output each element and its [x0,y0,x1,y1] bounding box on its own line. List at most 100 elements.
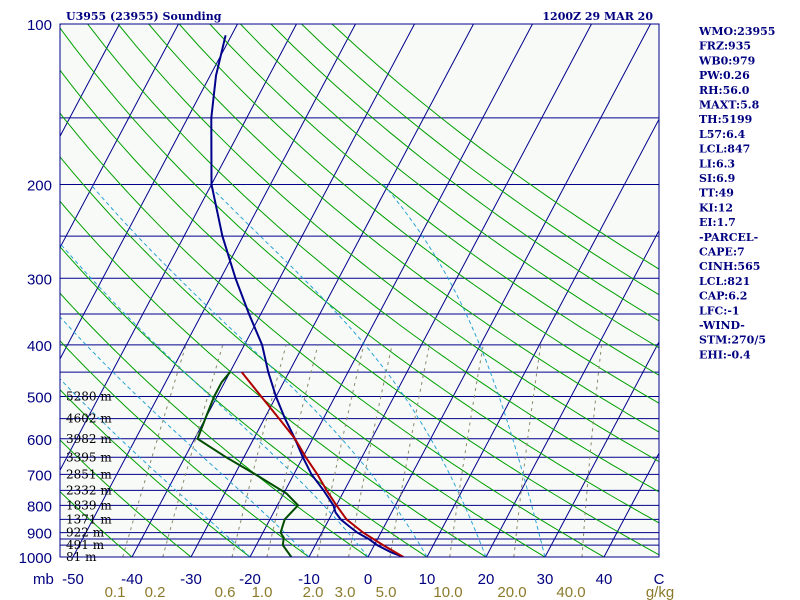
index-line: WB0:979 [698,54,755,67]
dry-adiabat-70 [87,24,659,493]
height-label: 2851 m [66,467,112,481]
isotherm-30 [544,340,659,557]
index-line: -WIND- [699,319,745,332]
index-line: LI:6.3 [699,157,735,170]
mixing-ratio-unit-label: g/kg [646,584,674,600]
plot-background [60,24,659,557]
dry-adiabat-0 [60,292,369,557]
index-line: FRZ:935 [699,40,751,53]
moist-adiabat-0 [60,242,369,557]
mixing-ratio-line-0.6 [231,344,287,557]
moist-adiabat--20 [60,378,251,557]
index-line: PW:0.26 [699,69,750,82]
mixing-ratio-tick-label: 1.0 [252,584,273,600]
isotherm--80 [60,24,179,249]
dry-adiabat-20 [60,200,487,557]
height-label: 4602 m [66,412,112,426]
index-line: LCL:847 [699,143,750,156]
index-line: SI:6.9 [699,172,735,185]
mixing-ratio-line-2 [316,344,365,557]
pressure-unit-label: mb [33,571,54,588]
mixing-ratio-line-0.1 [122,344,187,557]
pressure-tick-label: 300 [27,271,52,288]
mixing-ratio-line-1 [266,344,319,557]
moist-adiabat-30 [383,184,546,557]
mixing-ratio-line-5 [389,344,430,557]
mixing-ratio-line-40 [581,344,603,557]
isotherm--70 [60,24,238,360]
sounding-series [196,35,404,557]
isotherm-10 [426,118,659,557]
dry-adiabat-10 [60,246,428,557]
index-line: EHI:-0.4 [699,348,751,361]
pressure-tick-label: 800 [27,498,52,515]
mixing-ratio-tick-label: 20.0 [497,584,526,600]
dry-adiabat-100 [178,24,659,404]
dry-adiabat-120 [240,24,659,349]
pressure-tick-label: 100 [27,17,52,34]
height-label: 922 m [66,526,105,540]
line-parcel [241,371,404,557]
index-line: CINH:565 [699,260,760,273]
height-label: 491 m [66,538,105,552]
dry-adiabat-30 [60,156,546,557]
mixing-ratio-line-3 [348,344,393,557]
mixing-ratio-tick-label: 0.2 [145,584,166,600]
temperature-tick-label: -20 [239,571,261,588]
mixing-ratio-line-0.2 [162,344,224,557]
index-line: MAXT:5.8 [699,99,760,112]
temperature-tick-label: 30 [537,571,554,588]
height-label: 3982 m [66,432,112,446]
isotherm--40 [131,24,415,557]
pressure-tick-label: 400 [27,338,52,355]
dry-adiabat-60 [60,27,659,524]
mixing-ratio-tick-label: 3.0 [335,584,356,600]
dry-adiabat-50 [60,69,659,556]
mixing-ratio-tick-label: 10.0 [433,584,462,600]
isotherm--20 [249,24,533,557]
isotherm--30 [190,24,474,557]
index-line: STM:270/5 [699,334,766,347]
pressure-tick-label: 200 [27,177,52,194]
isotherm-lines [0,24,659,557]
pressure-tick-label: 600 [27,432,52,449]
isotherm-40 [603,452,659,557]
mixing-ratio-line-10 [449,344,484,557]
index-line: KI:12 [699,201,733,214]
mixing-ratio-tick-label: 0.1 [105,584,126,600]
temperature-tick-label: 40 [596,571,613,588]
height-label: 2332 m [66,483,112,497]
pressure-tick-label: 1000 [19,550,52,567]
index-line: TT:49 [699,187,734,200]
temperature-tick-label: -30 [180,571,202,588]
temperature-unit-label: C [654,571,665,588]
temperature-tick-label: -10 [298,571,320,588]
dry-adiabat-130 [270,24,659,322]
pressure-tick-label: 500 [27,390,52,407]
line-temperature [210,35,404,557]
isotherm--110 [0,24,1,557]
index-line: EI:1.7 [699,216,736,229]
dry-adiabat--40 [60,490,133,557]
dry-adiabat-90 [148,24,659,433]
dry-adiabat-40 [60,112,605,557]
temperature-tick-label: 20 [478,571,495,588]
height-label: 3395 m [66,450,112,464]
index-line: -PARCEL- [699,231,758,244]
index-line: LFC:-1 [699,304,740,317]
height-label: 5280 m [66,390,112,404]
mixing-ratio-tick-label: 2.0 [303,584,324,600]
dry-adiabat--20 [60,388,251,557]
dry-adiabat--30 [60,439,192,557]
isobar-lines [60,23,659,558]
isotherm--60 [60,24,297,472]
sounding-time: 1200Z 29 MAR 20 [542,10,653,23]
isotherm-20 [485,229,659,557]
dry-adiabat-140 [301,24,659,296]
temperature-tick-label: 0 [364,571,372,588]
index-line: L57:6.4 [699,128,746,141]
temperature-tick-label: 10 [419,571,436,588]
mixing-ratio-tick-label: 40.0 [556,584,585,600]
